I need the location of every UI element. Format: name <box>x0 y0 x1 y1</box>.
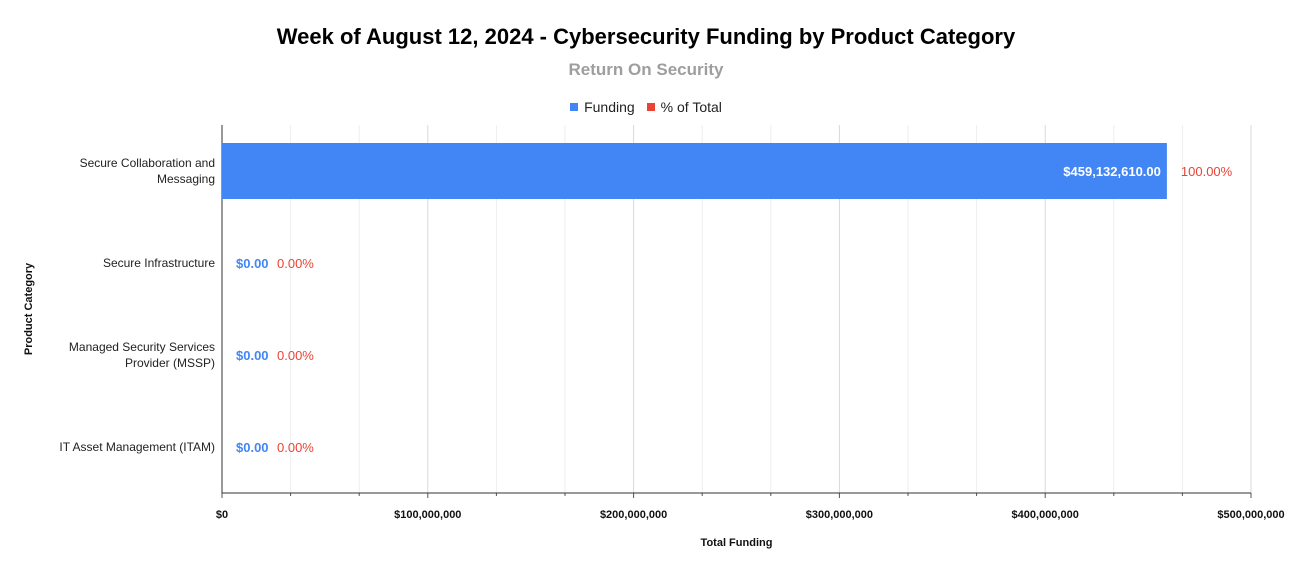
category-label: IT Asset Management (ITAM) <box>59 440 215 454</box>
category-label: Secure Infrastructure <box>103 256 215 270</box>
funding-data-label: $459,132,610.00 <box>1063 164 1161 179</box>
category-label: Provider (MSSP) <box>125 356 215 370</box>
legend-swatch-percent <box>646 103 655 111</box>
x-tick-label: $100,000,000 <box>394 509 461 521</box>
funding-bar <box>222 143 1167 199</box>
x-tick-label: $500,000,000 <box>1217 509 1284 521</box>
legend-label-funding: Funding <box>584 99 635 115</box>
category-label: Managed Security Services <box>69 340 215 354</box>
legend-label-percent: % of Total <box>660 99 722 115</box>
chart-subtitle: Return On Security <box>568 60 724 79</box>
funding-data-label: $0.00 <box>236 348 269 363</box>
legend-swatch-funding <box>570 103 579 111</box>
x-tick-label: $300,000,000 <box>806 509 873 521</box>
percent-data-label: 0.00% <box>277 256 314 271</box>
x-tick-label: $400,000,000 <box>1012 509 1079 521</box>
category-label: Secure Collaboration and <box>80 156 215 170</box>
percent-data-label: 100.00% <box>1181 164 1233 179</box>
y-axis-title: Product Category <box>23 262 35 355</box>
x-tick-label: $0 <box>216 509 228 521</box>
percent-data-label: 0.00% <box>277 348 314 363</box>
chart-title: Week of August 12, 2024 - Cybersecurity … <box>276 24 1016 49</box>
x-axis-title: Total Funding <box>701 537 773 549</box>
percent-data-label: 0.00% <box>277 440 314 455</box>
funding-data-label: $0.00 <box>236 256 269 271</box>
legend: Funding % of Total <box>0 99 1292 115</box>
category-label: Messaging <box>157 172 215 186</box>
legend-item-percent[interactable]: % of Total <box>646 99 722 115</box>
legend-item-funding[interactable]: Funding <box>570 99 635 115</box>
x-tick-label: $200,000,000 <box>600 509 667 521</box>
funding-data-label: $0.00 <box>236 440 269 455</box>
